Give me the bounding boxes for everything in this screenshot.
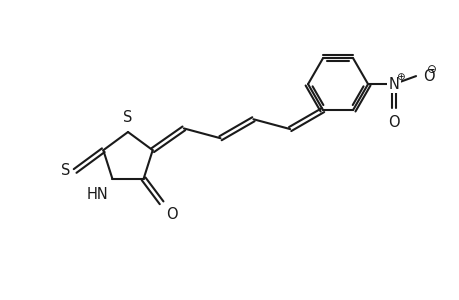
Text: S: S [123,110,132,125]
Text: O: O [387,115,399,130]
Text: HN: HN [86,187,108,202]
Text: O: O [166,207,178,222]
Text: ⊕: ⊕ [395,72,403,82]
Text: S: S [61,164,70,178]
Text: N: N [388,76,398,92]
Text: O: O [422,69,434,84]
Text: ⊖: ⊖ [426,63,436,76]
